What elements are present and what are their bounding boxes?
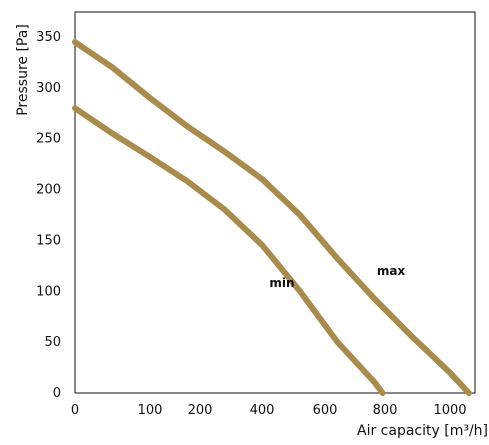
y-tick-label: 350 [36,30,61,45]
max-series-line [72,39,472,396]
y-tick-label: 100 [36,284,61,299]
y-axis-title: Pressure [Pa] [15,24,31,116]
max-series-label: max [377,264,406,278]
x-tick-label: 1000 [433,403,466,418]
y-tick-label: 200 [36,183,61,198]
y-tick-label: 50 [44,335,61,350]
x-axis-title: Air capacity [m³/h] [357,423,488,439]
chart-labels: 0 50 100 150 200 250 300 350 0 100 200 400 600 800 100… [15,24,488,439]
x-tick-label: 800 [373,403,398,418]
y-tick-label: 150 [36,233,61,248]
x-tick-label: 200 [188,403,213,418]
chart-series [72,39,472,396]
y-tick-label: 300 [36,81,61,96]
x-tick-label: 400 [250,403,275,418]
x-tick-label: 100 [138,403,163,418]
min-series-label: min [269,276,294,290]
y-tick-label: 250 [36,132,61,147]
min-series-line [72,105,386,396]
x-tick-label: 600 [313,403,338,418]
y-tick-label: 0 [53,386,61,401]
x-tick-label: 0 [71,403,79,418]
